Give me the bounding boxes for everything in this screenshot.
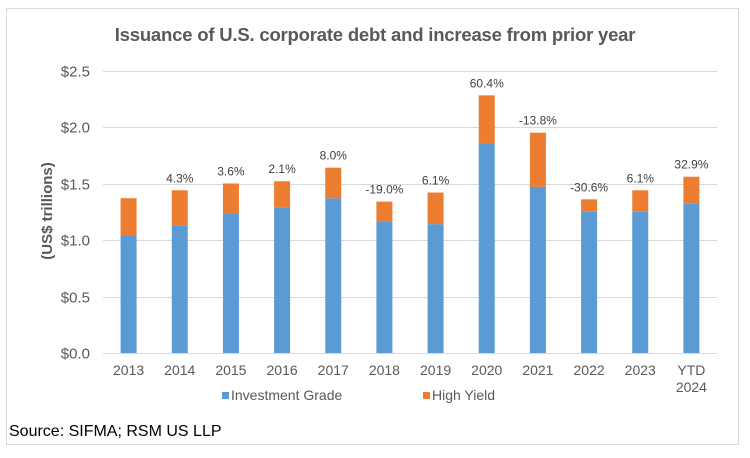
y-tick-label: $2.0 [61, 120, 90, 137]
legend-swatch-high-yield [423, 392, 430, 399]
x-tick-label: 2017 [318, 362, 349, 378]
x-tick-label: 2019 [420, 362, 451, 378]
y-tick-label: $0.0 [61, 346, 90, 363]
y-tick-label: $1.0 [61, 233, 90, 250]
x-tick-label: 2023 [625, 362, 656, 378]
data-label: -13.8% [519, 114, 557, 128]
legend: Investment Grade High Yield [222, 387, 495, 403]
chart-title: Issuance of U.S. corporate debt and incr… [114, 24, 636, 45]
data-label: -19.0% [365, 183, 403, 197]
bar-investment-grade [376, 221, 393, 353]
x-tick-label: 2022 [574, 362, 605, 378]
legend-swatch-investment-grade [222, 392, 229, 399]
legend-label-investment-grade: Investment Grade [231, 387, 342, 403]
y-axis-label: (US$ trillions) [39, 162, 56, 260]
y-tick-label: $0.5 [61, 290, 90, 307]
x-tick-label: YTD 2024 [676, 362, 707, 395]
bar-investment-grade [222, 214, 239, 353]
x-axis-ticks: 2013 2014 2015 2016 2017 2018 2019 2020 2021 2022… [113, 362, 707, 395]
bar-investment-grade [120, 235, 137, 353]
gridlines [103, 71, 717, 354]
data-label: 2.1% [268, 162, 296, 176]
bar-investment-grade [171, 225, 188, 353]
source-note: Source: SIFMA; RSM US LLP [9, 423, 222, 440]
x-tick-label: 2021 [522, 362, 553, 378]
bar-high-yield [478, 95, 495, 144]
bars [120, 95, 700, 353]
y-tick-label: $1.5 [61, 177, 90, 194]
x-tick-label: 2020 [471, 362, 502, 378]
x-tick-label: 2018 [369, 362, 400, 378]
y-tick-label: $2.5 [61, 64, 90, 81]
bar-high-yield [581, 199, 598, 212]
y-axis-ticks: $0.0 $0.5 $1.0 $1.5 $2.0 $2.5 [61, 64, 90, 363]
data-label: 6.1% [422, 174, 450, 188]
bar-high-yield [427, 192, 444, 225]
legend-label-high-yield: High Yield [432, 387, 495, 403]
data-label: 3.6% [217, 165, 245, 179]
bar-high-yield [376, 201, 393, 222]
data-label: 8.0% [320, 149, 348, 163]
x-tick-label: 2014 [164, 362, 195, 378]
x-tick-label: 2016 [267, 362, 298, 378]
bar-investment-grade [274, 207, 291, 353]
bar-investment-grade [427, 224, 444, 353]
data-label: 60.4% [470, 76, 504, 90]
data-label: 32.9% [674, 158, 708, 172]
bar-high-yield [632, 190, 649, 212]
bar-high-yield [120, 198, 137, 236]
bar-high-yield [274, 181, 291, 208]
bar-high-yield [325, 167, 342, 199]
bar-high-yield [529, 132, 546, 187]
data-label: 6.1% [627, 171, 655, 185]
bar-investment-grade [632, 211, 649, 353]
data-label: 4.3% [166, 171, 194, 185]
x-tick-label: 2013 [113, 362, 144, 378]
x-tick-label: 2015 [215, 362, 246, 378]
bar-high-yield [171, 190, 188, 226]
bar-investment-grade [529, 186, 546, 353]
bar-investment-grade [325, 198, 342, 353]
bar-high-yield [683, 176, 700, 204]
bar-investment-grade [581, 211, 598, 353]
bar-investment-grade [683, 203, 700, 353]
bar-investment-grade [478, 143, 495, 353]
bar-high-yield [222, 183, 239, 215]
data-label: -30.6% [570, 180, 608, 194]
data-labels: 4.3% 3.6% 2.1% 8.0% -19.0% 6.1% 60.4% -13.8% -30… [166, 76, 709, 196]
